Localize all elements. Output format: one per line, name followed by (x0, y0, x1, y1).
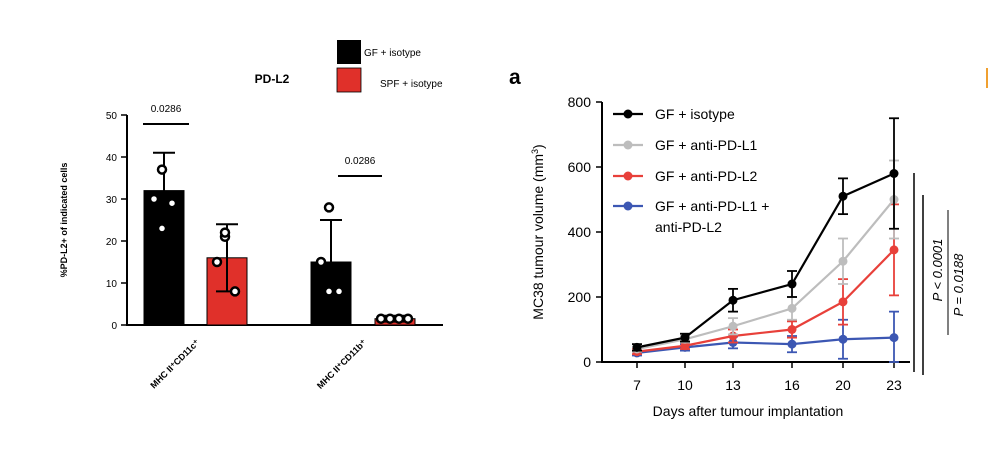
series-point (889, 333, 899, 343)
line-y-tick-label: 0 (583, 354, 591, 370)
bar-data-point (156, 223, 168, 234)
series-point (680, 333, 690, 343)
line-y-axis-label: MC38 tumour volume (mm3) (530, 144, 546, 319)
bar-y-tick-label: 0 (111, 321, 117, 332)
line-y-tick-label: 400 (568, 224, 592, 240)
bar-y-axis-label: %PD-L2+ of indicated cells (59, 163, 69, 278)
series-line (636, 249, 895, 353)
bar-data-point (166, 197, 178, 209)
legend-label: GF + isotype (655, 106, 735, 122)
line-x-tick-label: 23 (886, 377, 902, 393)
line-x-tick-label: 16 (784, 377, 800, 393)
line-y-tick-label: 200 (568, 289, 592, 305)
pvalue-label-2: P = 0.0188 (951, 253, 966, 317)
series-point (787, 303, 797, 313)
bar-data-point (384, 313, 396, 324)
series-point (680, 341, 690, 351)
series-point (787, 279, 797, 289)
line-chart-panel: a 0 200 400 600 800 7 10 13 16 20 23 MC38 tumour … (509, 66, 966, 419)
series-line (636, 198, 895, 351)
legend-swatch-spf-isotype (336, 67, 362, 93)
line-x-tick-label: 10 (677, 377, 693, 393)
bar-data-point (148, 193, 160, 205)
bar-group-label-2: MHC II⁺CD11b⁺ (315, 337, 369, 391)
bar-data-point (219, 227, 231, 238)
series-point (838, 191, 848, 201)
line-y-tick-label: 600 (568, 159, 592, 175)
legend-label: anti-PD-L2 (655, 219, 722, 235)
series-point (838, 256, 848, 266)
bar-y-tick-label: 50 (106, 111, 118, 122)
bar-data-point (315, 256, 327, 268)
line-y-tick-label: 800 (568, 94, 592, 110)
bar-y-tick-label: 10 (106, 279, 118, 290)
bar-data-point (229, 286, 241, 297)
bar-data-point (323, 286, 335, 297)
series-line (636, 336, 895, 354)
legend-marker (623, 109, 633, 119)
series-point (632, 342, 642, 352)
bar-group-label-1: MHC II⁺CD11c⁺ (148, 337, 201, 390)
significance-pvalue: 0.0286 (345, 156, 376, 167)
legend-label-spf-isotype: SPF + isotype (380, 79, 443, 90)
pvalue-label-1: P < 0.0001 (930, 239, 945, 302)
series-point (838, 297, 848, 307)
series-point (728, 295, 738, 305)
bar-y-tick-label: 30 (106, 195, 118, 206)
bar-y-tick-label: 40 (106, 153, 118, 164)
bar-data-point (323, 202, 335, 213)
bar-chart-title: PD-L2 (255, 72, 290, 86)
series-point (787, 339, 797, 349)
bar-data-point (211, 256, 223, 268)
legend-label-gf-isotype: GF + isotype (364, 48, 421, 59)
bar-data-point (375, 313, 387, 324)
legend-swatch-gf-isotype (337, 40, 361, 64)
series-point (787, 325, 797, 334)
series-point (728, 321, 738, 331)
significance-pvalue: 0.0286 (151, 104, 182, 115)
line-x-axis-label: Days after tumour implantation (653, 403, 844, 419)
series-point (838, 334, 848, 344)
panel-label-a: a (509, 66, 521, 89)
series-point (889, 245, 899, 255)
legend-marker (623, 140, 633, 150)
series-point (889, 169, 899, 178)
bar-data-point (393, 313, 405, 324)
line-x-tick-label: 13 (725, 377, 741, 393)
bar-legend: GF + isotype SPF + isotype (336, 40, 443, 93)
legend-label: GF + anti-PD-L2 (655, 168, 758, 184)
legend-marker (623, 201, 633, 211)
line-x-tick-label: 7 (633, 377, 641, 393)
legend-label: GF + anti-PD-L1 + (655, 198, 769, 214)
bar-data-point (156, 164, 168, 175)
bar-data-point (333, 286, 345, 297)
legend-marker (623, 171, 633, 181)
bar-y-tick-label: 20 (106, 237, 118, 248)
line-x-tick-label: 20 (835, 377, 851, 393)
bar-data-point (402, 313, 414, 324)
edge-marker (986, 68, 988, 88)
series-line (636, 172, 895, 349)
bar-chart-panel: PD-L2 GF + isotype SPF + isotype 0 10 20 30… (59, 40, 443, 391)
legend-label: GF + anti-PD-L1 (655, 137, 758, 153)
